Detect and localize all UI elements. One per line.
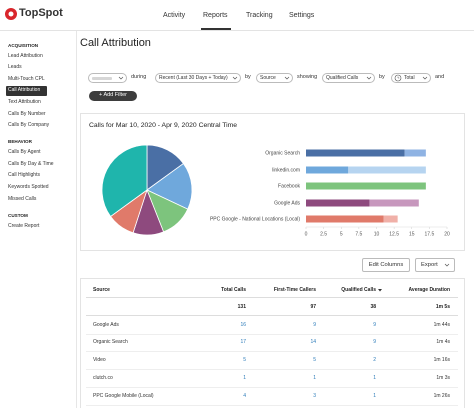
sidebar-item[interactable]: Create Report [8,222,40,229]
table-total: 38 [370,303,376,310]
header [0,0,474,31]
table-link[interactable]: 17 [240,338,246,345]
table-link[interactable]: 16 [240,321,246,328]
filter-connector: showing [297,74,318,81]
nav-active-underline [201,28,231,30]
page-title: Call Attribution [80,37,151,50]
table-link[interactable]: 9 [373,321,376,328]
table-cell: 1m 4s [436,338,450,345]
filter-connector: during [131,74,147,81]
table-header: Source [93,286,110,293]
filter-connector: and [435,74,445,81]
table-card [80,278,465,408]
sidebar-section-title: CUSTOM [8,212,28,218]
table-total: 1m 5s [435,303,450,310]
sidebar-item[interactable]: Calls By Day & Time [8,160,54,167]
table-cell: 1m 16s [433,356,450,363]
table-source: Video [93,356,106,363]
blurred-value [92,77,112,80]
nav-item[interactable]: Reports [203,12,228,20]
row-rule [86,386,458,388]
table-link[interactable]: 5 [313,356,316,363]
toolbar-button[interactable] [362,258,410,272]
table-header: Qualified Calls [341,286,376,293]
table-source: Google Ads [93,321,119,328]
filter-connector: by [245,74,251,81]
filter-select[interactable] [256,73,293,83]
sidebar-item[interactable]: Leads [8,64,22,71]
header-rule [86,297,458,298]
sidebar-item[interactable]: Lead Attribution [8,52,43,59]
table-link[interactable]: 5 [243,356,246,363]
toolbar-button-text: Export [421,261,438,268]
filter-select-text: Source [260,74,276,81]
sidebar-item[interactable]: Missed Calls [8,195,37,202]
nav-item[interactable]: Settings [289,12,315,20]
sidebar-item[interactable]: Keywords Spotted [8,183,49,190]
sidebar-item[interactable]: Calls By Number [8,110,46,117]
sidebar-section-title: ACQUISITION [8,42,39,48]
row-rule [86,368,458,370]
filter-select-text: Recent (Last 30 Days + Today) [159,74,228,81]
table-link[interactable]: 1 [243,374,246,381]
sidebar-item[interactable]: Call Highlights [8,172,40,179]
table-source: Organic Search [93,338,128,345]
sidebar-section-title: BEHAVIOR [8,139,32,145]
table-link[interactable]: 4 [243,392,246,399]
table-total: 97 [310,303,316,310]
add-filter-text: + Add Filter [99,92,127,99]
filter-select-text: Total [404,74,415,81]
table-link[interactable]: 9 [313,321,316,328]
chart-card [80,113,465,251]
table-cell: 1m 44s [433,321,450,328]
sidebar-active-bg [6,85,47,96]
table-cell: 1m 3s [436,374,450,381]
filter-connector: by [379,74,385,81]
table-link[interactable]: 1 [373,374,376,381]
filter-select-text: Qualified Calls [326,74,359,81]
sidebar-item[interactable]: Text Attribution [8,98,41,105]
sidebar-item[interactable]: Calls By Company [8,122,50,129]
table-total: 131 [237,303,246,310]
table-header: Average Duration [408,286,451,293]
table-link[interactable]: 1 [313,374,316,381]
table-cell: 1m 26s [433,392,450,399]
filter-select[interactable] [155,73,241,83]
table-link[interactable]: 3 [313,392,316,399]
filter-select[interactable] [322,73,375,83]
toolbar-button-text: Edit Columns [368,261,404,268]
chart-title: Calls for Mar 10, 2020 - Apr 9, 2020 Cen… [89,122,238,130]
nav-item[interactable]: Tracking [246,12,273,20]
table-header: Total Calls [221,286,246,293]
table-source: PPC Google Mobile (Local) [93,392,154,399]
table-link[interactable]: 1 [373,392,376,399]
logo: TopSpot [19,7,63,20]
filter-select[interactable] [391,73,431,83]
row-rule [86,404,458,406]
toolbar-button[interactable] [415,258,455,272]
nav-item[interactable]: Activity [163,12,186,20]
row-rule [86,350,458,352]
sidebar-item[interactable]: Multi-Touch CPL [8,75,45,82]
sidebar-item[interactable]: Calls By Agent [8,149,41,156]
totals-rule [86,315,458,316]
table-link[interactable]: 9 [373,338,376,345]
table-link[interactable]: 14 [310,338,316,345]
sidebar-item[interactable]: Call Attribution [8,87,41,94]
table-link[interactable]: 2 [373,356,376,363]
table-source: clutch.co [93,374,113,381]
blurred-select[interactable] [88,73,127,83]
add-filter-button[interactable] [89,91,137,101]
table-header: First-Time Callers [273,286,316,293]
row-rule [86,333,458,335]
